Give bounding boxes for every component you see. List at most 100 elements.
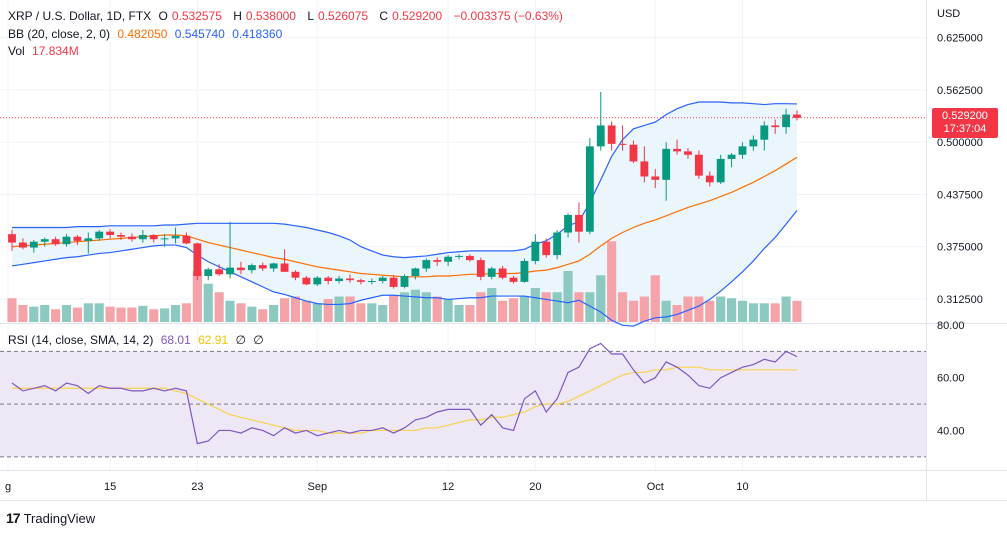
volume-bar (792, 300, 802, 322)
candle-body (749, 139, 758, 147)
candle-body (629, 144, 638, 162)
candle-body (422, 260, 431, 269)
volume-bar (694, 296, 704, 322)
rsi-legend: RSI (14, close, SMA, 14, 2) 68.01 62.91 … (8, 333, 268, 347)
date-tick-label: 20 (529, 481, 541, 493)
volume-bar (770, 303, 780, 322)
volume-bar (476, 292, 486, 322)
rsi-tick-label: 60.00 (937, 373, 965, 385)
candle-body (553, 232, 562, 256)
low-value: 0.526075 (318, 9, 369, 23)
candle-body (62, 236, 71, 245)
bb-label[interactable]: BB (20, close, 2, 0) (8, 27, 111, 41)
volume-bar (301, 300, 311, 322)
price-tick-label: 0.562500 (937, 85, 983, 97)
volume-bar (94, 303, 104, 322)
volume-bar (541, 292, 551, 322)
candle-body (258, 265, 267, 269)
volume-bar (639, 296, 649, 322)
price-tick-label: 0.312500 (937, 294, 983, 306)
volume-bar (367, 303, 377, 322)
candle-body (117, 235, 125, 237)
candle-body (607, 125, 616, 144)
open-label: O (158, 9, 168, 23)
price-tick-label: 0.437500 (937, 189, 983, 201)
candle-body (40, 239, 49, 242)
volume-bar (61, 305, 72, 322)
rsi-extra-2: ∅ (253, 333, 264, 347)
volume-bar (650, 275, 660, 322)
volume-value: 17.834M (32, 44, 79, 58)
price-tick-label: 0.375000 (937, 242, 983, 254)
rsi-sma-value: 62.91 (198, 333, 229, 347)
candle-body (433, 260, 442, 262)
volume-bar (661, 300, 671, 322)
price-tick-label: 0.625000 (937, 33, 983, 45)
volume-bar (105, 306, 115, 322)
volume-bar (389, 294, 399, 322)
currency-label: USD (937, 8, 960, 20)
tradingview-logo-icon: 17 (6, 510, 21, 526)
candle-body (705, 175, 714, 183)
volume-bar (683, 296, 693, 322)
candle-body (771, 125, 780, 128)
volume-bar (72, 307, 82, 322)
volume-label[interactable]: Vol (8, 44, 25, 58)
bar-countdown: 17:37:04 (943, 123, 987, 135)
volume-bar (487, 288, 497, 322)
ohlc-legend: XRP / U.S. Dollar, 1D, FTX O 0.532575 H 0.… (8, 9, 567, 23)
candle-body (215, 269, 224, 275)
volume-bar (596, 275, 606, 322)
volume-bar (312, 303, 322, 322)
price-tick-label: 0.500000 (937, 137, 983, 149)
candle-body (160, 238, 169, 240)
candle-body (84, 238, 93, 241)
candle-body (378, 277, 387, 282)
volume-bar (225, 300, 235, 322)
candle-body (346, 278, 354, 281)
volume-bar (465, 305, 475, 322)
volume-bar (705, 300, 715, 322)
candle-body (662, 148, 671, 180)
volume-bar (116, 307, 126, 322)
volume-bar (181, 303, 192, 322)
candle-body (498, 268, 507, 278)
candle-body (193, 243, 202, 276)
candle-body (716, 158, 725, 183)
symbol-title[interactable]: XRP / U.S. Dollar, 1D, FTX (8, 9, 152, 23)
candle-body (138, 235, 147, 240)
date-tick-label: 12 (442, 481, 454, 493)
volume-bar (214, 292, 224, 322)
date-tick-label: Oct (647, 481, 664, 493)
candle-body (247, 265, 256, 271)
volume-bar (356, 303, 366, 322)
tradingview-brand[interactable]: 17 TradingView (6, 510, 95, 526)
candle-body (694, 154, 703, 176)
candle-body (149, 235, 158, 240)
volume-bar (781, 296, 791, 322)
candle-body (487, 268, 496, 277)
candle-body (237, 267, 245, 271)
volume-bar (628, 300, 639, 322)
volume-bar (748, 303, 758, 322)
volume-bar (727, 298, 737, 322)
volume-bar (585, 292, 595, 322)
volume-bar (51, 309, 61, 322)
volume-bar (563, 271, 573, 322)
volume-bar (552, 292, 562, 322)
bb-lower-line (11, 210, 798, 327)
volume-bar (498, 300, 508, 322)
high-label: H (233, 9, 242, 23)
candle-body (335, 278, 344, 282)
volume-bar (421, 292, 431, 322)
candle-body (269, 263, 278, 269)
bb-upper-value: 0.545740 (174, 27, 225, 41)
volume-bar (716, 296, 726, 322)
volume-bar (672, 305, 682, 322)
rsi-label[interactable]: RSI (14, close, SMA, 14, 2) (8, 333, 154, 347)
rsi-sma-line (12, 366, 798, 434)
candle-body (585, 146, 594, 232)
volume-bar (258, 309, 268, 322)
candle-body (367, 281, 376, 283)
